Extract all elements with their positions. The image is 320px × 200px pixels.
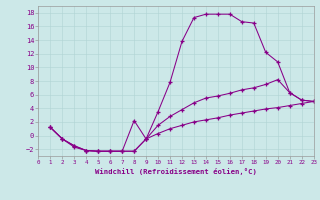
X-axis label: Windchill (Refroidissement éolien,°C): Windchill (Refroidissement éolien,°C)	[95, 168, 257, 175]
